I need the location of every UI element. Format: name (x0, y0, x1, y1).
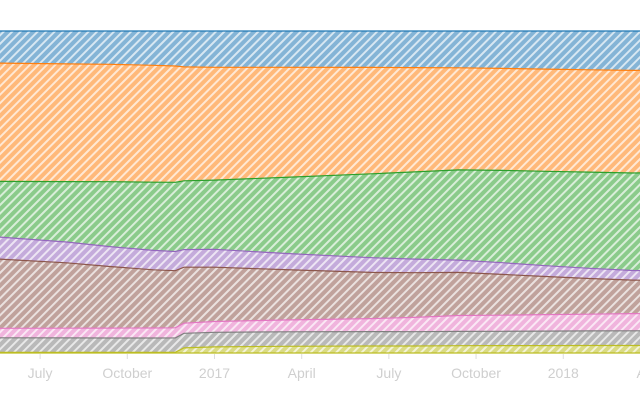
x-tick-label: October (451, 365, 501, 381)
area-series-8 (0, 345, 640, 353)
area-layers (0, 30, 640, 354)
x-tick-label: April (636, 365, 640, 381)
area-series-4 (0, 237, 640, 281)
area-series-7 (0, 330, 640, 353)
area-series-3 (0, 169, 640, 271)
area-series-3-edge (0, 169, 640, 183)
x-tick-label: 2017 (199, 365, 230, 381)
area-series-2 (0, 63, 640, 183)
area-series-5 (0, 259, 640, 329)
x-tick-label: July (28, 365, 53, 381)
x-axis: July October 2017 April July October 2018 April (28, 354, 640, 381)
x-tick-label: October (102, 365, 152, 381)
area-series-6-edge (0, 312, 640, 329)
area-series-8-edge (0, 344, 640, 353)
x-tick-label: April (288, 365, 316, 381)
area-series-7-edge (0, 330, 640, 339)
area-series-5-edge (0, 258, 640, 281)
area-series-6 (0, 313, 640, 338)
x-tick-label: July (376, 365, 401, 381)
area-series-2-edge (0, 62, 640, 72)
area-series-4-edge (0, 236, 640, 272)
x-tick-label: 2018 (548, 365, 579, 381)
area-series-1 (0, 31, 640, 71)
